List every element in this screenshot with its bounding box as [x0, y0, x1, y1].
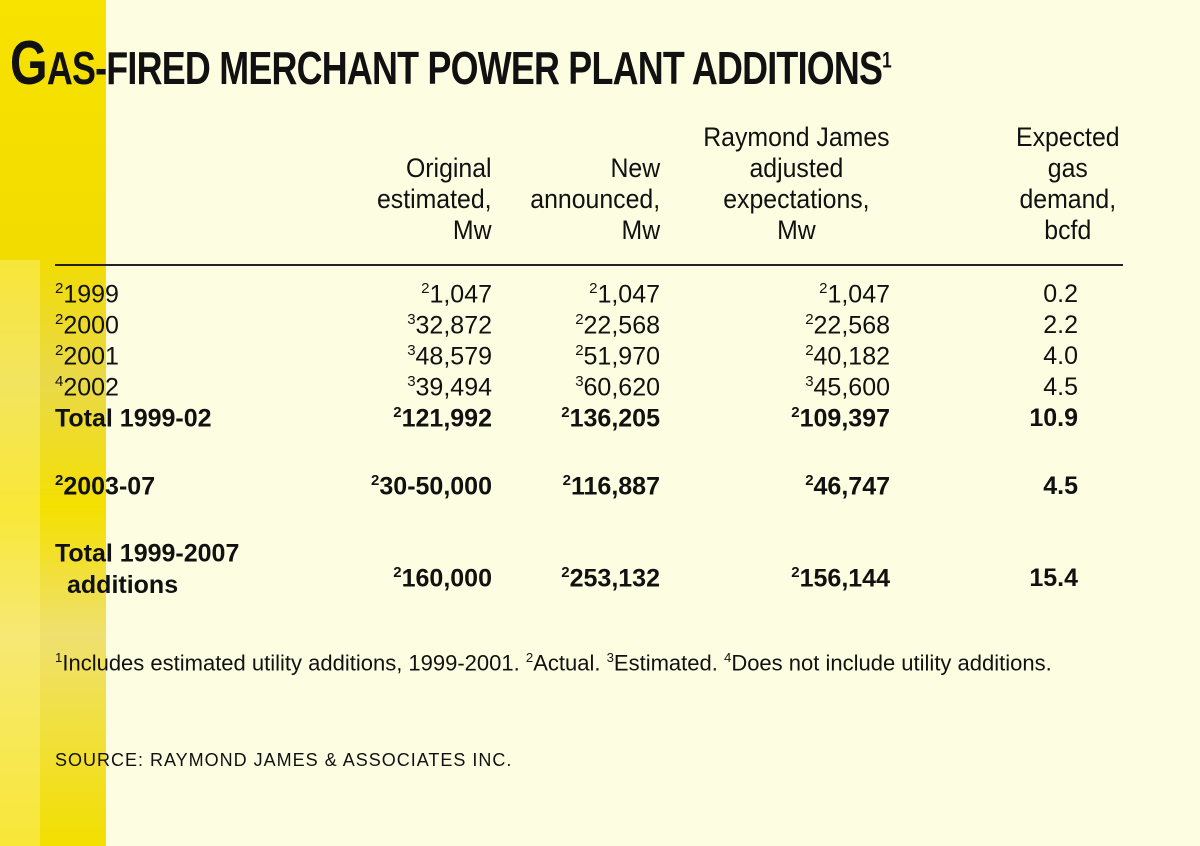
header-raymond-james: Raymond James adjusted expectations, Mw: [703, 122, 890, 245]
header-gas-demand: Expected gas demand, bcfd: [1016, 122, 1120, 245]
table-row: Total 1999-02 2121,992 2136,205 2109,397 10.…: [0, 404, 1200, 436]
row-label: 22001: [55, 342, 119, 371]
row-label: 21999: [55, 280, 119, 309]
cell-raymond-james: 21,047: [819, 280, 890, 309]
table-title: GAS-FIRED MERCHANT POWER PLANT ADDITIONS…: [10, 29, 892, 98]
cell-new: 222,568: [575, 311, 660, 340]
header-rule: [55, 264, 1123, 266]
cell-gas-demand: 2.2: [1043, 311, 1078, 339]
cell-gas-demand: 0.2: [1043, 280, 1078, 308]
cell-raymond-james: 2156,144: [791, 564, 890, 593]
row-label: Total 1999-02: [55, 404, 212, 433]
cell-gas-demand: 4.0: [1043, 342, 1078, 370]
row-label: 22000: [55, 311, 119, 340]
cell-gas-demand: 15.4: [1029, 564, 1078, 592]
cell-raymond-james: 246,747: [805, 472, 890, 501]
cell-gas-demand: 10.9: [1029, 404, 1078, 432]
cell-original: 21,047: [421, 280, 492, 309]
cell-new: 2116,887: [562, 472, 660, 501]
row-label: Total 1999-2007 additions: [55, 539, 240, 600]
cell-new: 2136,205: [561, 404, 660, 433]
cell-gas-demand: 4.5: [1043, 472, 1078, 500]
cell-raymond-james: 240,182: [805, 342, 890, 371]
table-row: Total 1999-2007 additions 2160,000 2253,132…: [0, 532, 1200, 599]
header-new: New announced, Mw: [530, 153, 660, 245]
source-note: SOURCE: RAYMOND JAMES & ASSOCIATES INC.: [55, 750, 513, 770]
table-row: 22000 332,872 222,568 222,568 2.2: [0, 311, 1200, 343]
cell-original: 348,579: [407, 342, 492, 371]
table-row: 22003-07 230-50,000 2116,887 246,747 4.5: [0, 472, 1200, 504]
cell-original: 230-50,000: [371, 472, 492, 501]
cell-new: 2253,132: [561, 564, 660, 593]
cell-raymond-james: 345,600: [805, 373, 890, 402]
table-row: 22001 348,579 251,970 240,182 4.0: [0, 342, 1200, 374]
cell-original: 339,494: [407, 373, 492, 402]
cell-original: 2160,000: [393, 564, 492, 593]
row-label: 22003-07: [55, 472, 156, 501]
side-band-highlight: [0, 260, 40, 846]
cell-raymond-james: 222,568: [805, 311, 890, 340]
row-label: 42002: [55, 373, 119, 402]
cell-gas-demand: 4.5: [1043, 373, 1078, 401]
cell-new: 251,970: [575, 342, 660, 371]
cell-original: 332,872: [407, 311, 492, 340]
yellow-side-band: [0, 0, 106, 846]
cell-new: 21,047: [589, 280, 660, 309]
table-row: 42002 339,494 360,620 345,600 4.5: [0, 373, 1200, 405]
header-original: Original estimated, Mw: [377, 153, 492, 245]
table-row: 21999 21,047 21,047 21,047 0.2: [0, 280, 1200, 312]
footnotes: 1Includes estimated utility additions, 1…: [55, 650, 1052, 676]
cell-new: 360,620: [575, 373, 660, 402]
cell-raymond-james: 2109,397: [791, 404, 890, 433]
cell-original: 2121,992: [393, 404, 492, 433]
